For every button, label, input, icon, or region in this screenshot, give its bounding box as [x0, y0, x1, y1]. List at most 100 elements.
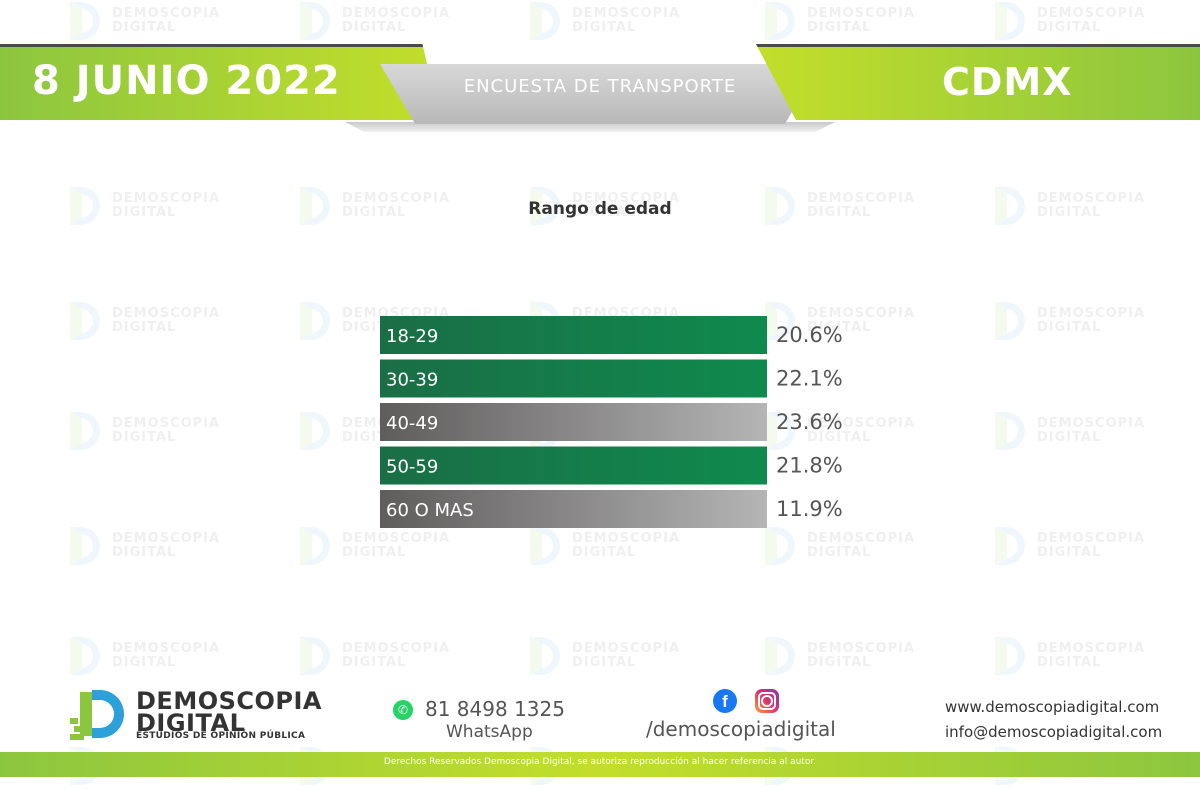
watermark-d-icon [70, 527, 100, 565]
watermark-text: DEMOSCOPIA [342, 641, 451, 656]
bar-value-label: 11.9% [776, 497, 843, 521]
watermark-text: DEMOSCOPIA [112, 306, 221, 321]
bar [380, 316, 767, 354]
bar-value-label: 21.8% [776, 454, 843, 478]
watermark-text: DEMOSCOPIA [112, 641, 221, 656]
watermark-text: DEMOSCOPIA [572, 641, 681, 656]
watermark-text: DIGITAL [1037, 545, 1102, 560]
watermark-text: DIGITAL [572, 545, 637, 560]
watermark-text: DIGITAL [1037, 205, 1102, 220]
watermark-text: DIGITAL [112, 205, 177, 220]
brand-name-line1: DEMOSCOPIA [136, 687, 322, 715]
bar-category-label: 18-29 [386, 326, 438, 347]
whatsapp-phone[interactable]: 81 8498 1325 [425, 697, 565, 721]
city-name: CDMX [942, 60, 1073, 104]
watermark-text: DEMOSCOPIA [112, 191, 221, 206]
watermark-text: DIGITAL [342, 205, 407, 220]
watermark-text: DEMOSCOPIA [1037, 306, 1146, 321]
watermark-text: DIGITAL [112, 655, 177, 670]
survey-title: ENCUESTA DE TRANSPORTE [463, 76, 737, 97]
watermark-d-icon [765, 637, 795, 675]
bar [380, 446, 767, 485]
watermark-text: DEMOSCOPIA [112, 531, 221, 546]
watermark-d-icon [995, 302, 1025, 340]
title-band-shadow [345, 122, 835, 132]
watermark-d-icon [300, 302, 330, 340]
bar-value-label: 22.1% [776, 367, 843, 391]
whatsapp-icon[interactable]: ✆ [393, 700, 413, 720]
watermark-text: DEMOSCOPIA [112, 416, 221, 431]
watermark-text: DEMOSCOPIA [1037, 416, 1146, 431]
bar-value-label: 23.6% [776, 410, 843, 434]
bar [380, 490, 767, 528]
bar-category-label: 60 O MAS [386, 500, 474, 521]
watermark-d-icon [300, 187, 330, 225]
website-link[interactable]: www.demoscopiadigital.com [945, 698, 1160, 716]
header-banner: 8 JUNIO 2022 ENCUESTA DE TRANSPORTE CDMX [0, 0, 1200, 140]
watermark-text: DIGITAL [807, 655, 872, 670]
watermark-text: DIGITAL [112, 545, 177, 560]
survey-date: 8 JUNIO 2022 [32, 58, 341, 104]
watermark-text: DEMOSCOPIA [1037, 641, 1146, 656]
watermark-text: DIGITAL [1037, 655, 1102, 670]
watermark-d-icon [995, 637, 1025, 675]
brand-tagline: ESTUDIOS DE OPINIÓN PÚBLICA [136, 731, 306, 741]
watermark-text: DEMOSCOPIA [807, 641, 916, 656]
bar-value-label: 20.6% [776, 323, 843, 347]
watermark-d-icon [300, 412, 330, 450]
watermark-text: DIGITAL [807, 205, 872, 220]
bar-category-label: 30-39 [386, 370, 438, 391]
city-band [756, 44, 1200, 120]
watermark-d-icon [995, 187, 1025, 225]
brand-logo-icon [70, 690, 124, 740]
watermark-d-icon [530, 637, 560, 675]
watermark-d-icon [300, 637, 330, 675]
watermark-text: DIGITAL [807, 545, 872, 560]
watermark-d-icon [995, 527, 1025, 565]
chart-title: Rango de edad [528, 199, 672, 219]
watermark-text: DIGITAL [1037, 430, 1102, 445]
facebook-icon[interactable]: f [713, 689, 737, 713]
watermark-text: DIGITAL [572, 655, 637, 670]
bar-category-label: 50-59 [386, 457, 438, 478]
brand-name-line2: DIGITAL [136, 709, 246, 737]
footer-band [0, 752, 1200, 777]
email-link[interactable]: info@demoscopiadigital.com [945, 723, 1163, 741]
social-handle[interactable]: /demoscopiadigital [646, 717, 836, 741]
bar [380, 403, 767, 441]
age-range-bar-chart: 18-29 20.6% 30-39 22.1% 40-49 23.6% 50-59 21.8%… [380, 316, 843, 528]
watermark-text: DEMOSCOPIA [1037, 531, 1146, 546]
watermark-text: DIGITAL [342, 655, 407, 670]
watermark-text: DIGITAL [112, 430, 177, 445]
watermark-d-icon [765, 187, 795, 225]
watermark-d-icon [300, 527, 330, 565]
bar [380, 359, 767, 398]
bar-category-label: 40-49 [386, 413, 438, 434]
watermark-d-icon [70, 637, 100, 675]
watermark-d-icon [70, 412, 100, 450]
watermark-d-icon [70, 302, 100, 340]
instagram-icon[interactable] [755, 689, 779, 713]
watermark-text: DEMOSCOPIA [807, 191, 916, 206]
watermark-d-icon [70, 187, 100, 225]
watermark-text: DIGITAL [342, 545, 407, 560]
date-band [0, 44, 440, 120]
title-band [380, 64, 820, 124]
watermark-text: DIGITAL [1037, 320, 1102, 335]
whatsapp-label: WhatsApp [446, 722, 533, 742]
copyright-notice: Derechos Reservados Demoscopia Digital, … [383, 757, 817, 767]
watermark-d-icon [995, 412, 1025, 450]
